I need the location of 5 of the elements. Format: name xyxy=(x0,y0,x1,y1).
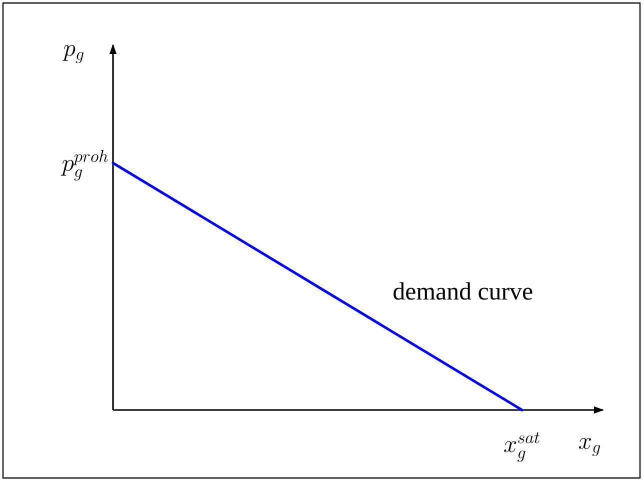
annotation: demand curve xyxy=(394,282,532,300)
text: $p_g$ xyxy=(62,45,84,64)
x-axis-title: $x_g$ xyxy=(578,438,600,456)
text: $x_g^{sat}$ xyxy=(504,432,540,462)
annotation: $p_g^{proh}$ xyxy=(61,150,108,180)
